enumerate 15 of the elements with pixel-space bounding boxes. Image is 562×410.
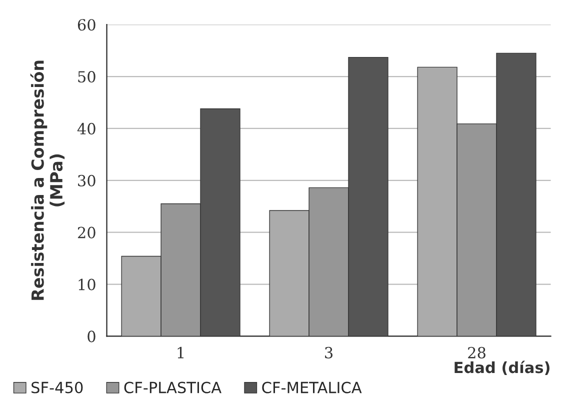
y-tick-label: 10 xyxy=(78,278,96,290)
legend-label: CF-METALICA xyxy=(262,382,362,394)
y-tick-label: 50 xyxy=(78,71,96,83)
x-axis-title: Edad (días) xyxy=(454,360,550,376)
x-tick-label: 28 xyxy=(468,346,486,358)
y-tick-label: 0 xyxy=(88,330,96,342)
y-tick-label: 30 xyxy=(78,174,96,186)
legend-label: SF-450 xyxy=(32,382,83,394)
y-tick-label: 40 xyxy=(77,122,96,134)
x-tick-label: 3 xyxy=(325,346,332,358)
y-tick-label: 20 xyxy=(78,226,96,238)
y-tick-label: 60 xyxy=(78,19,96,31)
x-tick-label: 1 xyxy=(178,346,184,358)
y-axis-title: Resistencia a Compresión (MPa) xyxy=(30,60,65,300)
legend-label: CF-PLASTICA xyxy=(124,382,222,394)
